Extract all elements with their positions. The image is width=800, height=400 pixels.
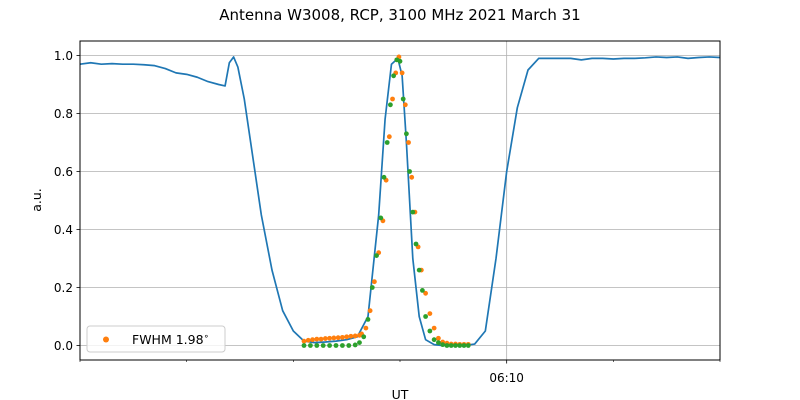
- y-tick-label: 0.0: [54, 339, 73, 353]
- scatter-point: [386, 134, 392, 140]
- scatter-point: [361, 334, 367, 340]
- scatter-point: [431, 337, 437, 343]
- scatter-point: [331, 335, 337, 341]
- legend-label-degree: ∘: [204, 332, 210, 342]
- scatter-point: [397, 58, 403, 64]
- chart-title: Antenna W3008, RCP, 3100 MHz 2021 March …: [219, 6, 580, 24]
- scatter-point: [357, 340, 362, 345]
- y-tick-label: 0.6: [54, 165, 73, 179]
- scatter-point: [372, 279, 377, 285]
- scatter-point: [333, 343, 339, 348]
- scatter-point: [409, 174, 415, 180]
- x-axis: 06:10: [79, 360, 721, 385]
- scatter-point: [423, 314, 428, 319]
- scatter-point: [310, 337, 315, 343]
- scatter-point: [344, 334, 350, 340]
- grid: [80, 41, 720, 360]
- scatter-point: [404, 131, 409, 137]
- scatter-point: [465, 343, 471, 348]
- scatter-point: [374, 253, 379, 258]
- scatter-point: [399, 70, 405, 76]
- scatter-point: [346, 343, 352, 348]
- scatter-point: [427, 311, 433, 316]
- scatter-point: [352, 342, 358, 348]
- scatter-point: [388, 102, 393, 108]
- scatter-point: [436, 335, 441, 341]
- scatter-point: [320, 343, 326, 348]
- scatter-point: [348, 333, 354, 339]
- scatter-point: [335, 335, 341, 341]
- scatter-point: [314, 343, 320, 348]
- scatter-point: [431, 325, 437, 331]
- scatter-point: [407, 169, 412, 174]
- scatter-point: [457, 343, 463, 348]
- scatter-point: [448, 343, 454, 348]
- y-tick-label: 1.0: [54, 49, 73, 63]
- scatter-point: [440, 342, 446, 348]
- scatter-point: [305, 337, 311, 343]
- scatter-point: [427, 328, 433, 334]
- scatter-point: [453, 343, 458, 348]
- scatter-series-1: [301, 54, 471, 347]
- plot-series: [79, 54, 721, 348]
- legend-marker: [103, 336, 109, 343]
- x-tick-label: 06:10: [489, 371, 524, 385]
- legend: FWHM 1.98∘: [86, 325, 226, 353]
- scatter-series-2: [301, 57, 471, 348]
- scatter-point: [301, 338, 307, 344]
- scatter-point: [400, 96, 406, 102]
- scatter-point: [363, 325, 369, 331]
- y-tick-label: 0.2: [54, 281, 73, 295]
- scatter-point: [308, 343, 313, 348]
- scatter-point: [340, 334, 345, 340]
- scatter-point: [406, 140, 411, 145]
- scatter-point: [420, 288, 425, 293]
- y-tick-label: 0.8: [54, 107, 73, 121]
- scatter-point: [369, 285, 375, 290]
- scatter-point: [381, 174, 387, 180]
- scatter-point: [461, 343, 467, 348]
- legend-box: [86, 325, 226, 353]
- scatter-point: [444, 343, 450, 348]
- scatter-point: [327, 343, 332, 348]
- scatter-point: [314, 336, 320, 342]
- scatter-point: [340, 343, 345, 348]
- scatter-point: [318, 336, 324, 342]
- scatter-point: [413, 241, 419, 247]
- y-axis-label: a.u.: [29, 188, 44, 212]
- scatter-point: [391, 73, 396, 79]
- scatter-point: [365, 317, 371, 322]
- y-tick-label: 0.4: [54, 223, 73, 237]
- scatter-point: [327, 335, 332, 341]
- y-axis: 0.0 0.2 0.4 0.6 0.8 1.0: [54, 49, 80, 353]
- scatter-point: [301, 343, 307, 348]
- x-axis-label: UT: [392, 387, 409, 400]
- scatter-point: [322, 336, 328, 341]
- scatter-point: [410, 209, 416, 215]
- scatter-point: [390, 96, 395, 102]
- plot-frame: [79, 40, 721, 361]
- scatter-point: [384, 140, 390, 145]
- scatter-point: [402, 102, 408, 108]
- legend-label: FWHM 1.98∘: [132, 332, 209, 347]
- beam-profile-line: [79, 56, 721, 347]
- scatter-point: [416, 267, 422, 273]
- scatter-point: [436, 340, 441, 345]
- scatter-point: [423, 290, 428, 296]
- legend-label-text: FWHM 1.98: [132, 332, 204, 347]
- scatter-point: [367, 308, 373, 314]
- scatter-point: [352, 333, 358, 339]
- scatter-point: [378, 215, 384, 221]
